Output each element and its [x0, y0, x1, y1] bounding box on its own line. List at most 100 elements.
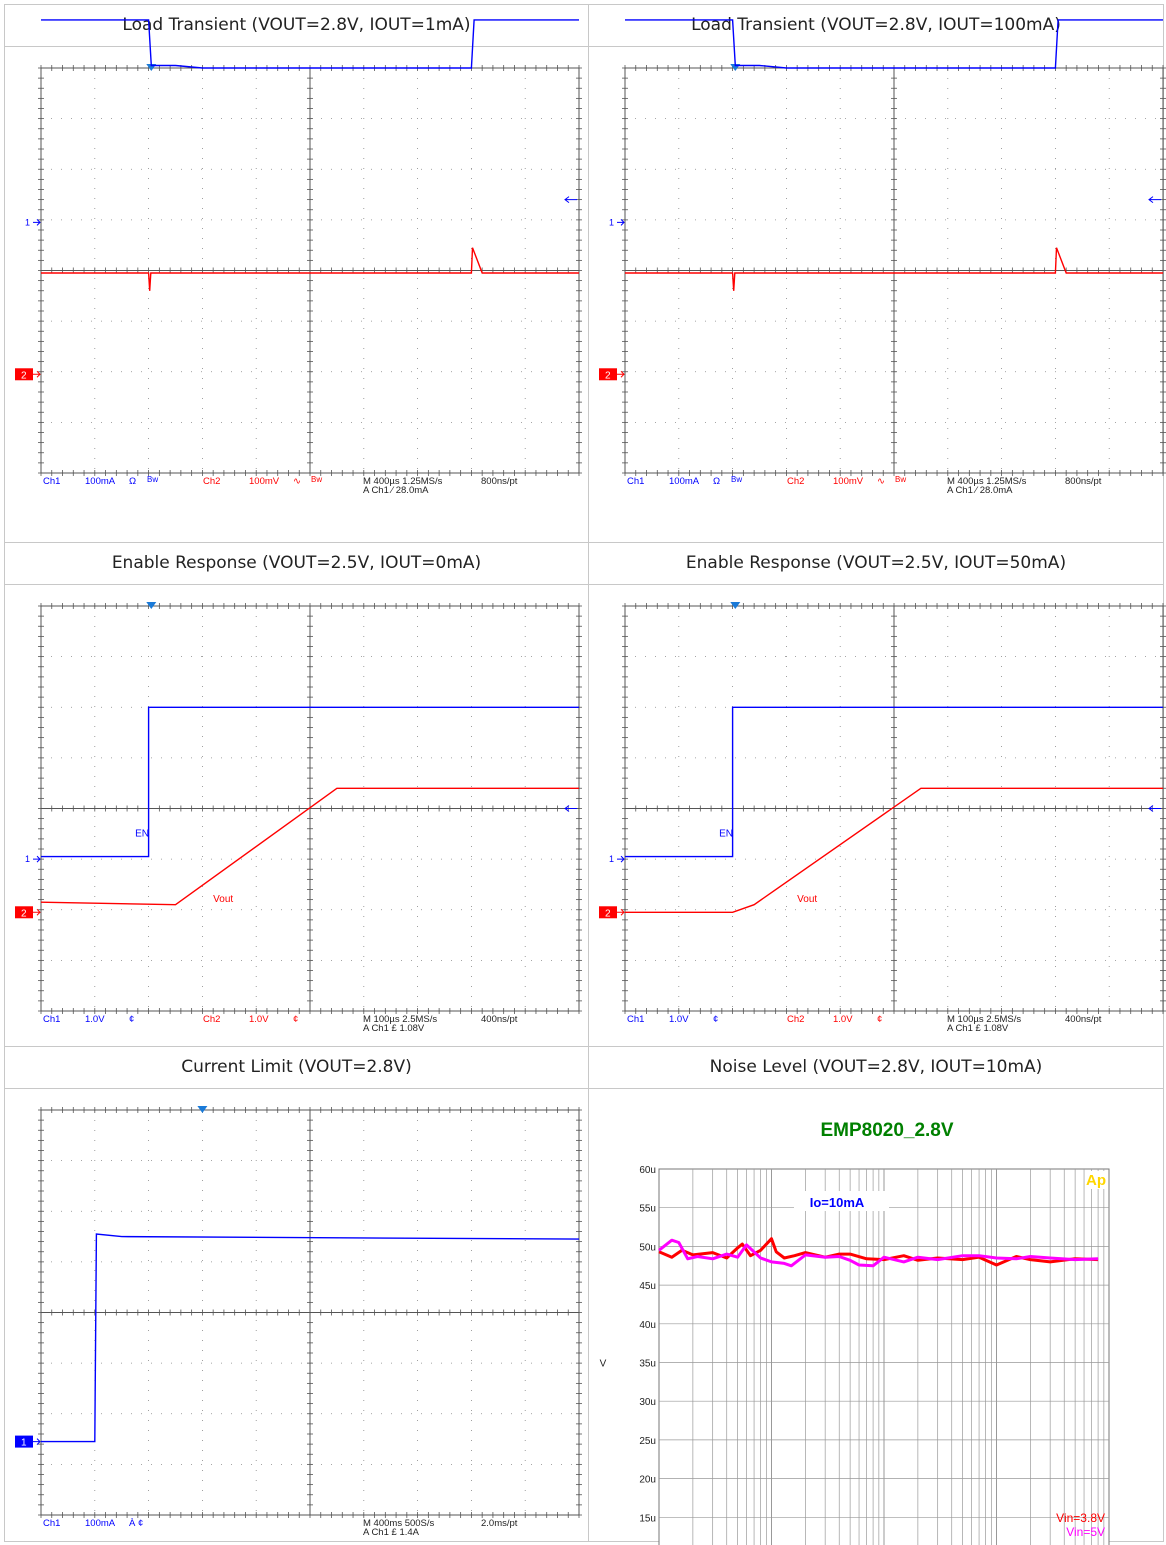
y-tick-label: 15u — [639, 1513, 656, 1524]
readout-trigger: A Ch1 ⁄ 28.0mA — [363, 485, 429, 496]
figure-cell: Enable Response (VOUT=2.5V, IOUT=0mA) 1 2 E… — [5, 543, 589, 1047]
readout-ch2-coupling: ¢ — [877, 1014, 882, 1025]
panel-title: Enable Response (VOUT=2.5V, IOUT=0mA) — [111, 553, 482, 573]
ch2-marker-label: 2 — [21, 908, 27, 919]
trigger-level-icon — [1148, 805, 1161, 812]
y-axis-label: V — [600, 1359, 607, 1370]
y-tick-label: 60u — [639, 1165, 656, 1176]
ch1-marker-label: 1 — [25, 217, 30, 227]
title-divider — [5, 1088, 588, 1089]
readout-rate: 400ns/pt — [1065, 1014, 1102, 1025]
trigger-level-icon — [1148, 196, 1161, 204]
ch2-marker — [599, 368, 617, 381]
readout-timebase: M 400µs 1.25MS/s — [363, 476, 443, 487]
figure-cell: Noise Level (VOUT=2.8V, IOUT=10mA) EMP802… — [589, 1047, 1164, 1545]
trace-ch1 — [41, 19, 579, 69]
chart-title: EMP8020_2.8V — [820, 1120, 953, 1141]
readout-trigger: A Ch1 ⁄ 28.0mA — [947, 485, 1013, 496]
y-tick-label: 35u — [639, 1359, 656, 1370]
trace-vout — [40, 787, 579, 906]
readout-ch2-scale: 100mV — [249, 476, 280, 487]
io-annotation: Io=10mA — [810, 1195, 865, 1210]
title-divider — [5, 46, 588, 47]
y-tick-label: 25u — [639, 1436, 656, 1447]
oscilloscope-screen: 1 2 EN Vout Ch1 1.0V ¢ Ch2 1.0V ¢ M 100µs 2.5MS/sA… — [599, 602, 1166, 1034]
trace-ch2 — [41, 247, 579, 291]
panel-title: Load Transient (VOUT=2.8V, IOUT=100mA) — [691, 15, 1061, 35]
arrow-right-icon — [33, 1438, 41, 1445]
readout-trigger: A Ch1 £ 1.4A — [363, 1527, 420, 1538]
readout-ch2-scale: 100mV — [833, 476, 864, 487]
readout-ch2-bw: Bw — [895, 475, 906, 484]
trace-en — [41, 706, 579, 858]
oscilloscope-screen: 1 2 Ch1 100mA Ω Bw Ch2 100mV ∿ Bw M 400µs 1.25MS/s… — [15, 19, 582, 496]
readout-ch2-bw: Bw — [311, 475, 322, 484]
figure-cell: Load Transient (VOUT=2.8V, IOUT=1mA) 1 2 Ch… — [5, 5, 589, 543]
legend-vin-5v: Vin=5V — [1066, 1525, 1105, 1539]
readout-ch1-bw: Bw — [147, 475, 158, 484]
readout-timebase: M 100µs 2.5MS/s — [363, 1014, 437, 1025]
readout-ch1-coupling: Ω — [713, 476, 720, 487]
ch1-marker-label: 1 — [25, 854, 30, 864]
readout-ch1-scale: 1.0V — [85, 1014, 105, 1025]
readout-ch2-scale: 1.0V — [249, 1014, 269, 1025]
arrow-right-icon — [33, 370, 41, 378]
trigger-position-icon — [197, 1106, 208, 1113]
ch2-marker — [15, 906, 33, 919]
readout-ch2: Ch2 — [203, 476, 220, 487]
readout-trigger: A Ch1 £ 1.08V — [947, 1023, 1009, 1034]
figure-cell: Enable Response (VOUT=2.5V, IOUT=50mA) 1 2… — [589, 543, 1166, 1047]
oscilloscope-screen: 1 Ch1 100mA À ¢ M 400ms 500S/sA Ch1 £ 1.4A 2.… — [15, 1106, 582, 1538]
readout-rate: 400ns/pt — [481, 1014, 518, 1025]
oscilloscope-screen: 1 2 EN Vout Ch1 1.0V ¢ Ch2 1.0V ¢ M 100µs 2.5MS/sA… — [15, 602, 582, 1034]
y-tick-label: 45u — [639, 1281, 656, 1292]
readout-ch1-coupling: ¢ — [129, 1014, 134, 1025]
oscilloscope-screen: 1 2 Ch1 100mA Ω Bw Ch2 100mV ∿ Bw M 400µs 1.25MS/s… — [599, 19, 1166, 496]
trace-en — [625, 706, 1163, 858]
panel-title: Load Transient (VOUT=2.8V, IOUT=1mA) — [122, 15, 471, 35]
trace-ch1 — [41, 1233, 580, 1443]
readout-ch1-bw: Bw — [731, 475, 742, 484]
panel-title: Enable Response (VOUT=2.5V, IOUT=50mA) — [685, 553, 1067, 573]
readout-ch1: Ch1 — [43, 476, 60, 487]
ch1-marker-label: 1 — [21, 1438, 27, 1449]
arrow-right-icon — [617, 855, 625, 863]
readout-ch2-scale: 1.0V — [833, 1014, 853, 1025]
title-divider — [589, 1088, 1163, 1089]
readout-timebase: M 400µs 1.25MS/s — [947, 476, 1027, 487]
readout-ch1-scale: 100mA — [85, 1518, 116, 1529]
readout-ch1-scale: 100mA — [85, 476, 116, 487]
readout-ch1-coupling: ¢ — [713, 1014, 718, 1025]
title-divider — [5, 584, 588, 585]
arrow-right-icon — [617, 908, 625, 916]
arrow-right-icon — [33, 219, 41, 226]
ap-badge: Ap — [1086, 1172, 1106, 1189]
readout-rate: 800ns/pt — [1065, 476, 1102, 487]
trace-vout — [625, 787, 1163, 913]
vout-label: Vout — [213, 894, 233, 905]
y-tick-label: 30u — [639, 1397, 656, 1408]
readout-ch2: Ch2 — [787, 476, 804, 487]
panel-title: Noise Level (VOUT=2.8V, IOUT=10mA) — [709, 1057, 1043, 1077]
arrow-right-icon — [33, 855, 41, 863]
ap-badge-bg — [1085, 1171, 1107, 1189]
annotation-box — [794, 1191, 889, 1211]
trigger-position-icon — [146, 602, 157, 609]
ch1-marker-label: 1 — [609, 217, 614, 227]
figure-cell: Load Transient (VOUT=2.8V, IOUT=100mA) 1 2… — [589, 5, 1166, 543]
readout-ch1: Ch1 — [43, 1518, 60, 1529]
legend-vin-3-8v: Vin=3.8V — [1056, 1511, 1105, 1525]
readout-timebase: M 400ms 500S/s — [363, 1518, 435, 1529]
trace-ch2 — [625, 247, 1163, 291]
readout-ch2: Ch2 — [203, 1014, 220, 1025]
figure-grid: Load Transient (VOUT=2.8V, IOUT=1mA) 1 2 Ch… — [4, 4, 1166, 1545]
y-tick-label: 55u — [639, 1204, 656, 1215]
readout-ch2-coupling: ∿ — [293, 476, 301, 487]
ch1-marker — [15, 1435, 33, 1448]
trigger-level-icon — [564, 805, 577, 812]
readout-rate: 2.0ms/pt — [481, 1518, 518, 1529]
en-label: EN — [135, 828, 149, 839]
readout-ch1-coupling: À ¢ — [129, 1518, 143, 1529]
arrow-right-icon — [617, 219, 625, 226]
readout-ch2: Ch2 — [787, 1014, 804, 1025]
